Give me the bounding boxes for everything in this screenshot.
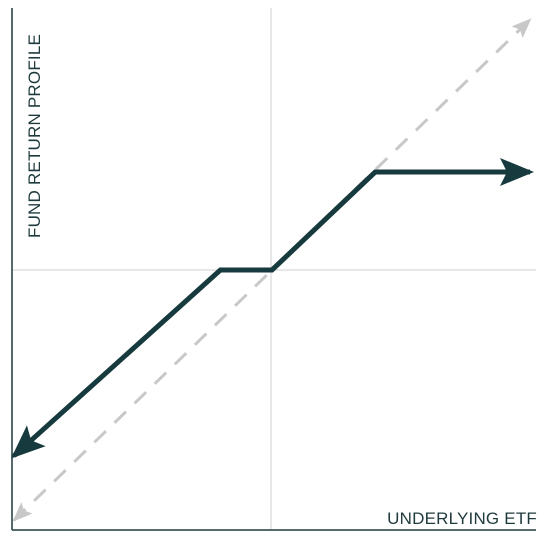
x-axis-label: UNDERLYING ETF xyxy=(387,509,537,528)
y-axis-label: FUND RETURN PROFILE xyxy=(25,34,44,238)
fund-return-line xyxy=(11,158,534,459)
